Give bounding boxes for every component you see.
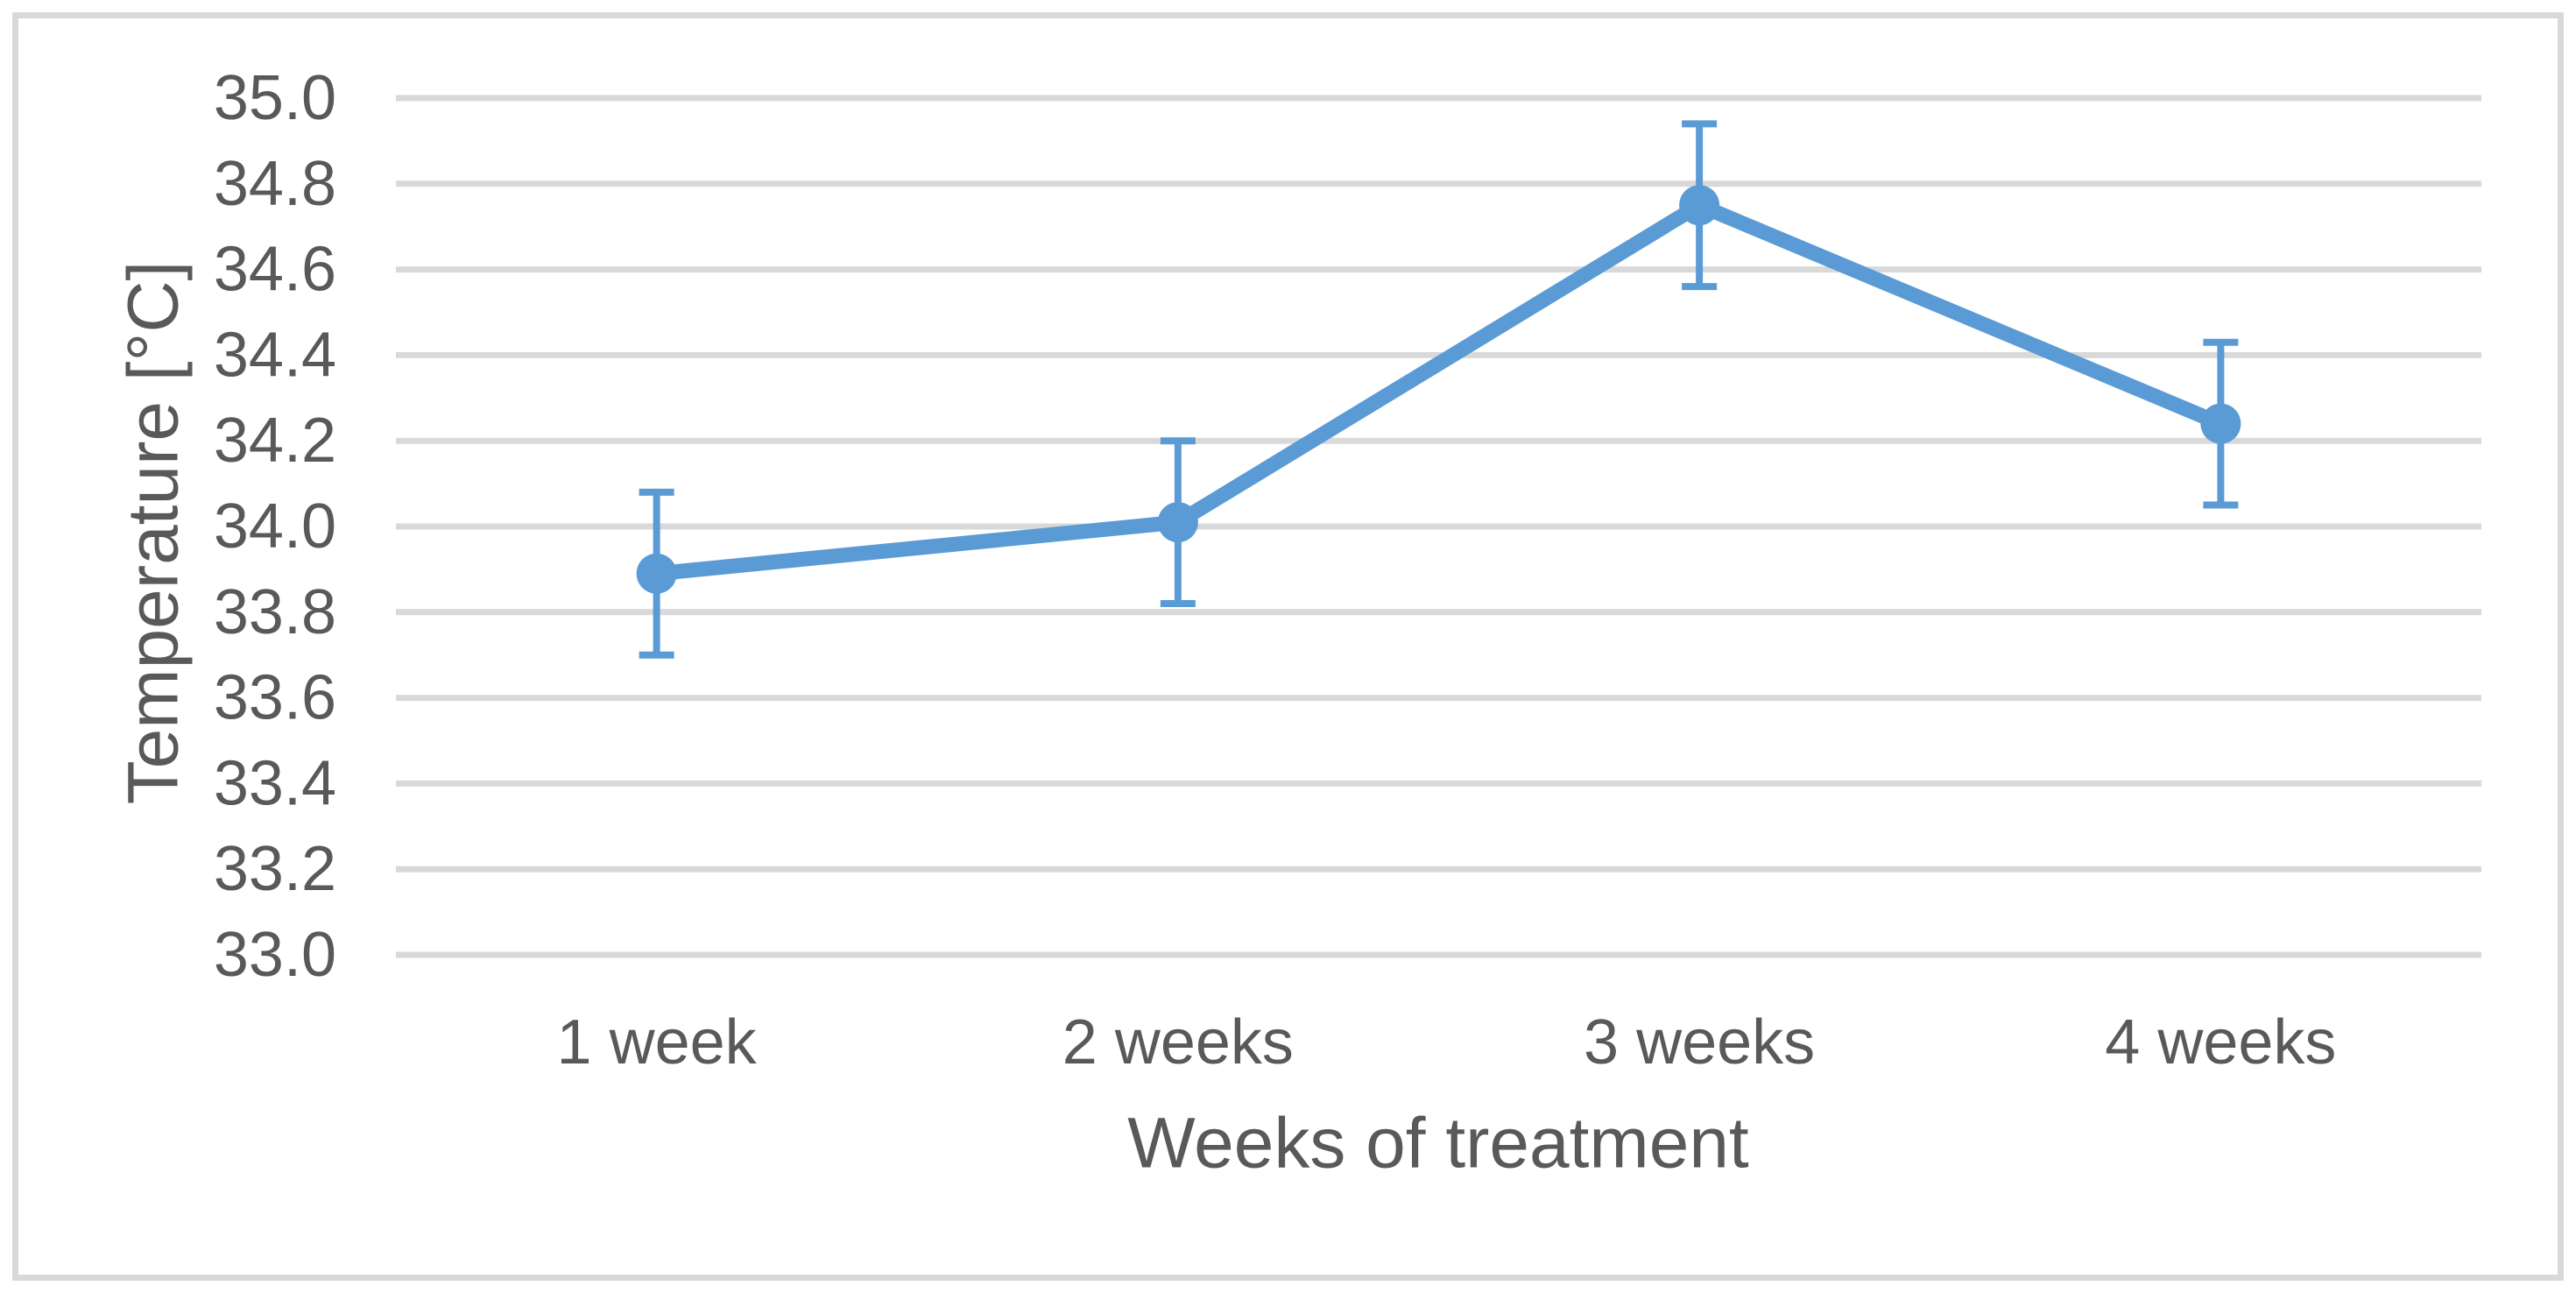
x-axis-category-labels: 1 week 2 weeks 3 weeks 4 weeks <box>557 1007 2337 1078</box>
series-line-group <box>649 197 2228 582</box>
x-axis-category-label: 3 weeks <box>1584 1007 1815 1078</box>
data-point-marker <box>1157 502 1198 543</box>
y-axis-title: Temperature [°C] <box>114 261 194 805</box>
data-point-marker <box>636 553 677 594</box>
y-axis-tick-label: 33.8 <box>214 577 336 647</box>
y-axis-tick-label: 34.2 <box>214 406 336 476</box>
x-axis-category-label: 2 weeks <box>1062 1007 1294 1078</box>
data-point-marker <box>2200 403 2241 444</box>
chart-border <box>12 12 2564 1281</box>
y-axis-tick-label: 33.0 <box>214 920 336 990</box>
y-axis-tick-label: 34.6 <box>214 235 336 305</box>
error-bars <box>639 120 2239 659</box>
y-axis-tick-label: 34.8 <box>214 149 336 219</box>
x-axis-category-label: 1 week <box>557 1007 758 1078</box>
y-axis-tick-label: 33.6 <box>214 663 336 733</box>
y-axis-tick-label: 33.2 <box>214 834 336 904</box>
y-axis-tick-label: 35.0 <box>214 63 336 133</box>
y-axis-tick-label: 34.4 <box>214 320 336 390</box>
data-point-marker <box>1679 185 1720 226</box>
y-axis-tick-labels: 35.0 34.8 34.6 34.4 34.2 34.0 33.8 33.6 33.4 33.2… <box>214 63 336 990</box>
y-axis-tick-label: 34.0 <box>214 491 336 562</box>
x-axis-title: Weeks of treatment <box>1127 1104 1749 1183</box>
gridlines <box>396 95 2481 958</box>
y-axis-tick-label: 33.4 <box>214 748 336 818</box>
data-point-markers <box>636 185 2241 594</box>
series-line <box>649 197 2228 582</box>
x-axis-category-label: 4 weeks <box>2105 1007 2336 1078</box>
